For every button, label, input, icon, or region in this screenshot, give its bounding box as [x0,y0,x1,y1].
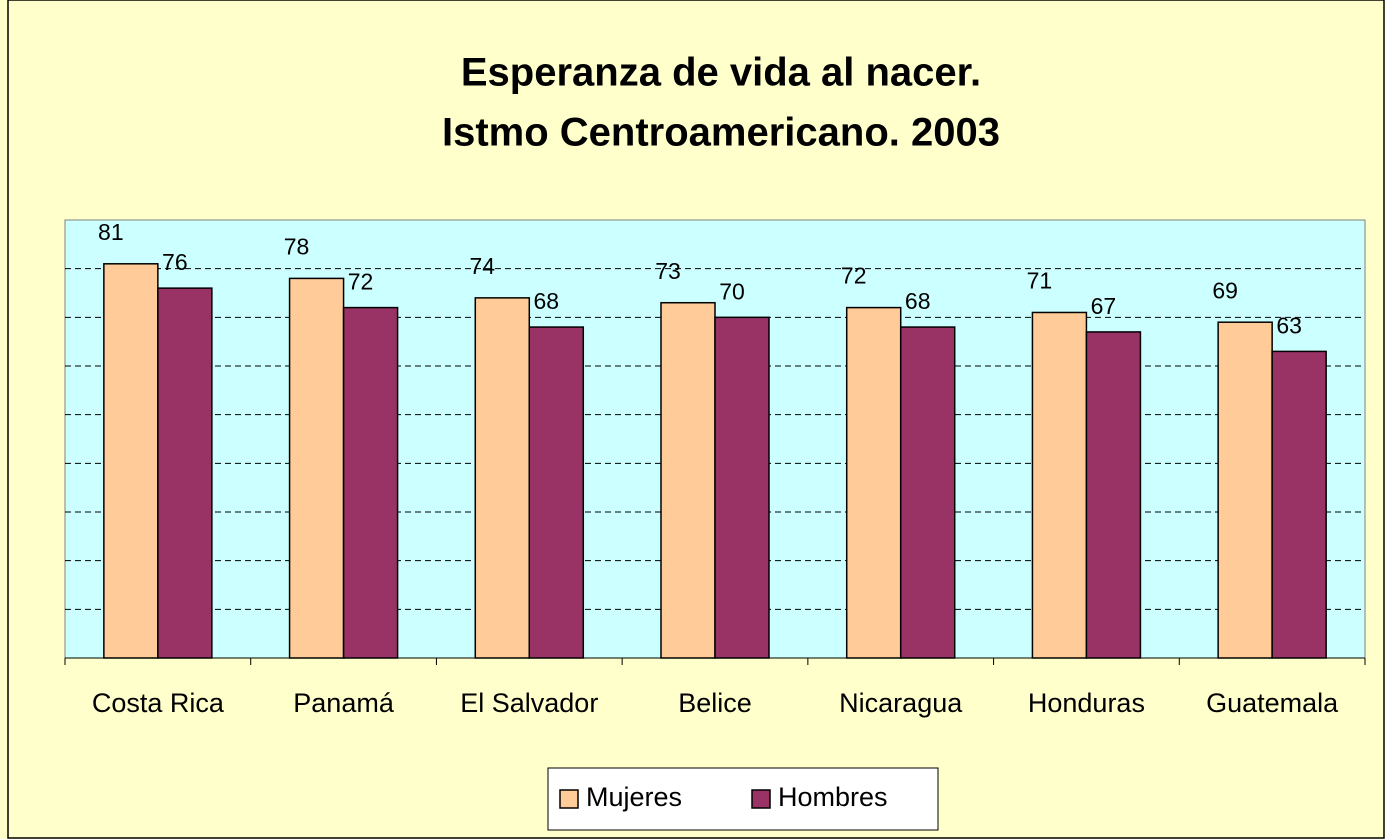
value-label: 73 [655,258,681,284]
value-label: 67 [1091,293,1117,319]
value-label: 72 [348,269,374,295]
value-label: 81 [98,219,124,245]
x-tick-label: El Salvador [460,688,598,718]
bar [660,301,716,659]
value-label: 69 [1212,277,1238,303]
legend-swatch [559,789,579,809]
legend-box [547,767,939,831]
x-tick-label: Costa Rica [92,688,225,718]
bar [1217,321,1273,659]
value-label: 68 [905,288,931,314]
bar [288,277,345,659]
bar [157,287,213,659]
x-tick-label: Guatemala [1206,688,1339,718]
bar [528,326,585,659]
value-label: 71 [1027,268,1053,294]
x-tick-label: Nicaragua [839,688,963,718]
legend-swatch [751,789,771,809]
bar [714,316,770,659]
value-label: 63 [1276,312,1302,338]
value-label: 72 [841,263,867,289]
bar [899,326,956,659]
chart-subtitle: Istmo Centroamericano. 2003 [442,111,1000,155]
bar [1271,350,1327,659]
bar [1085,331,1142,659]
legend-label: Mujeres [586,782,682,812]
chart-title: Esperanza de vida al nacer. [461,51,981,95]
value-label: 76 [162,249,188,275]
bar [103,263,159,659]
bar [1031,311,1088,659]
legend-label: Hombres [778,782,888,812]
value-label: 74 [469,253,495,279]
bar [342,306,399,659]
x-tick-label: Belice [678,688,752,718]
bar [474,297,531,659]
value-label: 78 [284,233,310,259]
x-tick-label: Honduras [1028,688,1145,718]
x-tick-label: Panamá [293,688,395,718]
value-label: 68 [533,288,559,314]
bar [845,306,902,659]
value-label: 70 [719,278,745,304]
